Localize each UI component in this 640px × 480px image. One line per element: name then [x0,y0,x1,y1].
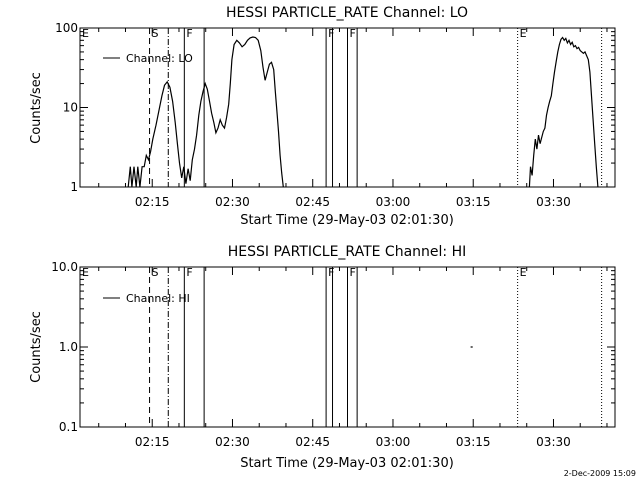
lo-ytick-label: 10 [63,101,78,115]
hi-event-marker-label: F [350,266,356,279]
hi-event-marker-label: E [82,266,89,279]
hi-xtick-label: 03:30 [536,435,571,449]
lo-y-axis-label: Counts/sec [29,72,44,144]
lo-xtick-label: 02:15 [135,195,170,209]
hi-y-ticks: 0.1 1.0 10.0 [51,260,615,434]
lo-xtick-label: 03:00 [376,195,411,209]
lo-channel-panel: HESSI PARTICLE_RATE Channel: LO E S F F F E 1… [29,5,616,228]
lo-series-line [528,36,599,188]
lo-xtick-label: 03:15 [456,195,491,209]
lo-event-marker-label: F [328,27,334,40]
hi-xtick-label: 02:45 [295,435,330,449]
footer-timestamp: 2-Dec-2009 15:09 [564,469,636,478]
lo-legend: Channel: LO [103,52,193,65]
hi-y-axis-label: Counts/sec [29,311,44,383]
lo-event-marker-label: F [350,27,356,40]
lo-x-ticks: 02:15 02:30 02:45 03:00 03:15 03:30 [98,28,608,209]
lo-legend-label: Channel: LO [126,52,193,65]
hi-ytick-label: 0.1 [59,420,78,434]
hi-xtick-label: 02:15 [135,435,170,449]
lo-event-marker-label: E [520,27,527,40]
hi-x-ticks: 02:15 02:30 02:45 03:00 03:15 03:30 [98,267,608,449]
lo-xtick-label: 02:45 [295,195,330,209]
hi-event-marker-label: E [520,266,527,279]
hi-ytick-label: 1.0 [59,340,78,354]
lo-xtick-label: 03:30 [536,195,571,209]
lo-event-marker-label: E [82,27,89,40]
hi-channel-panel: HESSI PARTICLE_RATE Channel: HI E S F F F E 0… [29,244,616,471]
hi-legend: Channel: HI [103,292,190,305]
hi-event-marker-label: S [152,266,159,279]
hi-event-marker-label: F [186,266,192,279]
lo-event-marker-label: S [152,27,159,40]
lo-series-layer [127,36,599,188]
hi-xtick-label: 03:00 [376,435,411,449]
hi-xtick-label: 02:30 [215,435,250,449]
hi-x-axis-label: Start Time (29-May-03 02:01:30) [240,456,454,471]
hi-legend-label: Channel: HI [126,292,190,305]
hi-chart-title: HESSI PARTICLE_RATE Channel: HI [228,244,466,260]
hi-xtick-label: 03:15 [456,435,491,449]
lo-event-marker-label: F [186,27,192,40]
lo-ytick-label: 1 [70,180,78,194]
lo-series-line [127,36,284,188]
lo-chart-title: HESSI PARTICLE_RATE Channel: LO [226,5,468,21]
lo-x-axis-label: Start Time (29-May-03 02:01:30) [240,213,454,228]
hi-ytick-label: 10.0 [51,260,78,274]
lo-ytick-label: 100 [55,21,78,35]
hi-event-marker-label: F [328,266,334,279]
lo-y-ticks: 1 10 100 [55,21,615,194]
lo-xtick-label: 02:30 [215,195,250,209]
